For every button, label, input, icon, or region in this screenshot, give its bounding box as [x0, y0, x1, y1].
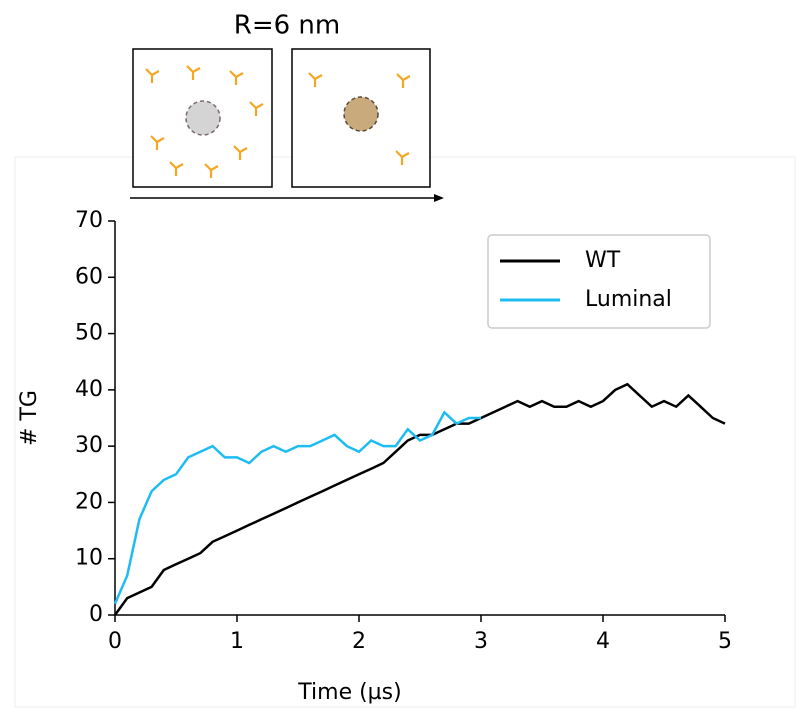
- y-tick-label: 60: [75, 264, 103, 289]
- tg-icon: [395, 150, 410, 165]
- droplet: [343, 96, 379, 132]
- y-tick-label: 10: [75, 546, 103, 571]
- tg-icon: [396, 73, 411, 88]
- y-tick-label: 50: [75, 321, 103, 346]
- x-tick-label: 5: [718, 629, 732, 654]
- x-tick-label: 2: [352, 629, 366, 654]
- tg-icon: [145, 68, 160, 83]
- legend-label: WT: [585, 248, 621, 273]
- tg-icon: [308, 72, 323, 87]
- x-tick-label: 3: [474, 629, 488, 654]
- x-tick-label: 4: [596, 629, 610, 654]
- legend-label: Luminal: [585, 287, 672, 312]
- tg-icon: [204, 163, 219, 178]
- series-line: [113, 382, 726, 616]
- chart-title: R=6 nm: [234, 11, 340, 41]
- x-axis-label: Time (µs): [297, 680, 401, 705]
- droplet: [185, 100, 221, 136]
- x-tick-label: 0: [108, 629, 122, 654]
- tg-icon: [186, 65, 201, 80]
- tg-icon: [150, 135, 165, 150]
- inset-diagram: [130, 48, 444, 202]
- y-axis-label: # TG: [17, 390, 42, 446]
- y-tick-label: 30: [75, 433, 103, 458]
- tg-icon: [229, 70, 244, 85]
- series-line: [113, 410, 481, 605]
- y-tick-label: 0: [89, 602, 103, 627]
- tg-molecules: [145, 65, 411, 178]
- x-tick-label: 1: [230, 629, 244, 654]
- tg-icon: [233, 145, 248, 160]
- tg-icon: [169, 161, 184, 176]
- y-tick-label: 40: [75, 377, 103, 402]
- arrow-head: [434, 194, 444, 202]
- legend-box: [487, 234, 711, 329]
- y-tick-label: 20: [75, 489, 103, 514]
- tg-icon: [249, 101, 264, 116]
- y-tick-label: 70: [75, 208, 103, 233]
